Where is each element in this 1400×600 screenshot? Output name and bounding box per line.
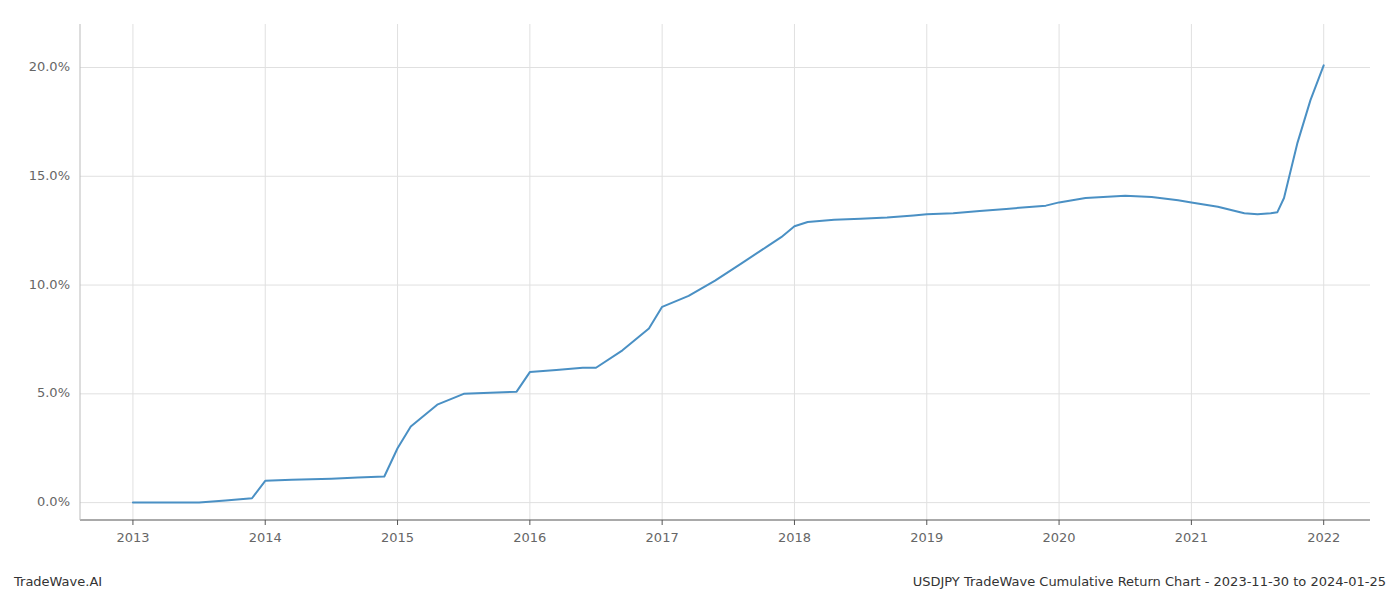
x-tick-mark [397, 520, 398, 525]
x-tick-mark [529, 520, 530, 525]
y-tick-label: 10.0% [29, 277, 70, 292]
x-tick-label: 2020 [1043, 530, 1076, 545]
x-tick-mark [132, 520, 133, 525]
x-grid-line [662, 24, 663, 520]
x-tick-label: 2015 [381, 530, 414, 545]
x-grid-line [1191, 24, 1192, 520]
x-tick-label: 2022 [1307, 530, 1340, 545]
x-grid-line [1059, 24, 1060, 520]
y-tick-label: 0.0% [37, 494, 70, 509]
y-grid-line [80, 176, 1370, 177]
x-tick-mark [1059, 520, 1060, 525]
axes [80, 24, 1370, 525]
y-axis-line [80, 24, 81, 520]
x-tick-mark [794, 520, 795, 525]
x-grid-line [397, 24, 398, 520]
x-grid-line [1323, 24, 1324, 520]
x-tick-label: 2014 [249, 530, 282, 545]
y-grid-line [80, 393, 1370, 394]
x-tick-label: 2013 [116, 530, 149, 545]
x-grid-line [265, 24, 266, 520]
x-tick-mark [1323, 520, 1324, 525]
footer: TradeWave.AI USDJPY TradeWave Cumulative … [13, 574, 1386, 589]
footer-left: TradeWave.AI [13, 574, 102, 589]
x-grid-line [529, 24, 530, 520]
x-tick-label: 2019 [910, 530, 943, 545]
y-tick-label: 5.0% [37, 385, 70, 400]
x-tick-label: 2021 [1175, 530, 1208, 545]
y-grid-line [80, 285, 1370, 286]
x-grid-line [794, 24, 795, 520]
y-grid-line [80, 502, 1370, 503]
y-tick-label: 20.0% [29, 59, 70, 74]
x-grid-line [926, 24, 927, 520]
x-tick-mark [1191, 520, 1192, 525]
x-tick-label: 2017 [646, 530, 679, 545]
x-tick-label: 2018 [778, 530, 811, 545]
grid [80, 24, 1370, 520]
x-tick-mark [926, 520, 927, 525]
tick-labels: 0.0% 5.0% 10.0% 15.0% 20.0% 2013 2014 2015 2016 2… [29, 59, 1341, 545]
chart: 0.0% 5.0% 10.0% 15.0% 20.0% 2013 2014 2015 2016 2… [0, 0, 1400, 600]
y-tick-label: 15.0% [29, 168, 70, 183]
x-tick-mark [265, 520, 266, 525]
footer-right: USDJPY TradeWave Cumulative Return Chart… [913, 574, 1386, 589]
x-tick-label: 2016 [513, 530, 546, 545]
x-axis-line [80, 520, 1370, 521]
cumulative-return-line [133, 65, 1324, 502]
data-area [133, 65, 1324, 502]
y-grid-line [80, 67, 1370, 68]
x-grid-line [132, 24, 133, 520]
x-tick-mark [662, 520, 663, 525]
